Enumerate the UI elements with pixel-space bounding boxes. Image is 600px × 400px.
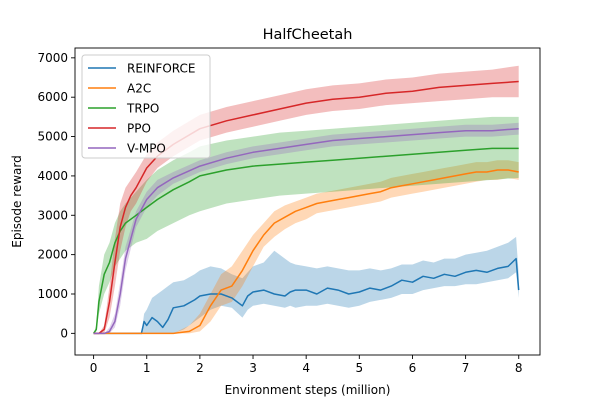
- x-axis-ticks: 0 1 2 3 4 5 6 7 8: [90, 355, 523, 375]
- x-tick-label: 4: [302, 361, 310, 375]
- legend-label-v-mpo: V-MPO: [127, 142, 166, 156]
- y-axis-label: Episode reward: [10, 155, 24, 248]
- legend-label-a2c: A2C: [127, 82, 151, 96]
- band-a2c: [93, 160, 519, 334]
- y-tick-label: 6000: [37, 90, 68, 104]
- x-tick-label: 6: [409, 361, 417, 375]
- chart-title: HalfCheetah: [263, 27, 353, 43]
- y-tick-label: 5000: [37, 130, 68, 144]
- line-reinforce: [93, 257, 520, 335]
- band-reinforce: [93, 236, 519, 334]
- line-v-mpo: [93, 127, 519, 335]
- legend-label-ppo: PPO: [127, 122, 151, 136]
- line-a2c: [93, 169, 519, 335]
- band-trpo: [93, 116, 519, 334]
- x-tick-label: 7: [462, 361, 470, 375]
- y-tick-label: 3000: [37, 208, 68, 222]
- legend: REINFORCE A2C TRPO PPO V-MPO: [81, 54, 211, 159]
- line-trpo: [92, 147, 519, 334]
- legend-box: [81, 54, 211, 159]
- y-tick-label: 7000: [37, 51, 68, 65]
- y-axis-ticks: 0 1000 2000 3000 4000 5000 6000 7000: [37, 51, 75, 340]
- y-tick-label: 2000: [37, 248, 68, 262]
- x-tick-label: 5: [355, 361, 363, 375]
- x-tick-label: 8: [515, 361, 523, 375]
- x-tick-label: 0: [90, 361, 98, 375]
- x-tick-label: 1: [143, 361, 151, 375]
- legend-label-reinforce: REINFORCE: [127, 62, 195, 76]
- legend-label-trpo: TRPO: [126, 102, 159, 116]
- y-tick-label: 4000: [37, 169, 68, 183]
- x-tick-label: 2: [196, 361, 204, 375]
- x-axis-label: Environment steps (million): [225, 383, 391, 397]
- y-tick-label: 1000: [37, 287, 68, 301]
- x-tick-label: 3: [249, 361, 257, 375]
- plot-frame: [74, 47, 541, 356]
- y-tick-label: 0: [60, 326, 68, 340]
